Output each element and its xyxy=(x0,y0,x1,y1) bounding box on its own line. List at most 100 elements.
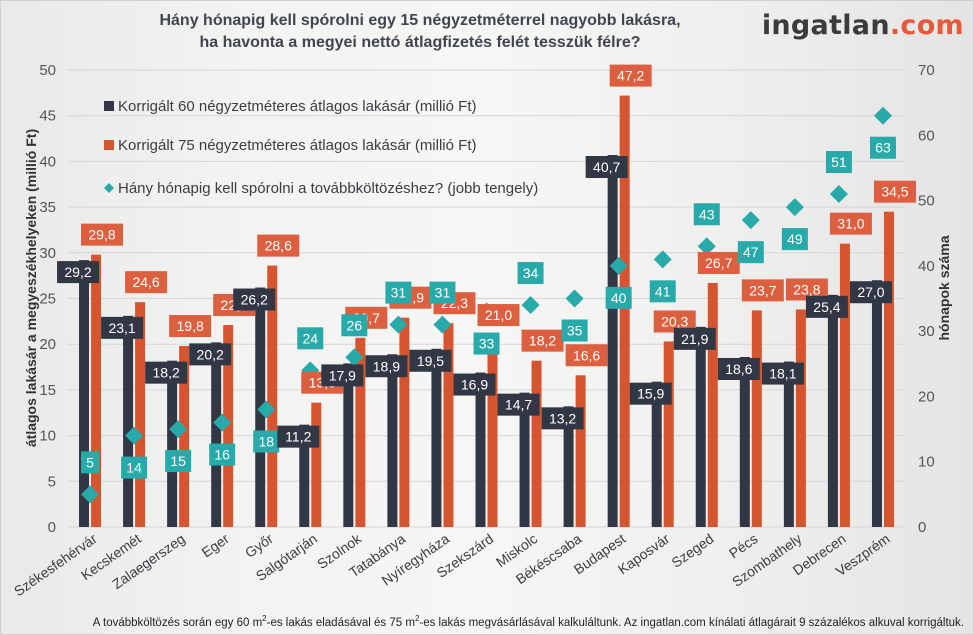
label-months-bg xyxy=(737,241,764,264)
label-60: 21,9 xyxy=(681,331,708,347)
label-months: 35 xyxy=(567,323,583,339)
month-diamond xyxy=(609,256,628,275)
label-months: 43 xyxy=(699,206,715,222)
left-axis: 0 5 10 15 20 25 30 35 40 45 50 xyxy=(39,62,56,536)
bar-60 xyxy=(299,424,310,527)
ingatlan-logo: ingatlan.com xyxy=(762,10,964,41)
data-labels: 29,229,8523,124,61418,219,81520,222,1162… xyxy=(57,64,916,479)
bar-60 xyxy=(871,280,882,527)
bar-60 xyxy=(387,354,398,527)
right-tick-label: 10 xyxy=(918,454,935,471)
label-months-bg xyxy=(297,327,324,350)
category-label: Győr xyxy=(242,530,276,561)
label-60-bg xyxy=(233,288,276,311)
label-60-bg xyxy=(629,382,672,405)
label-60-bg xyxy=(497,393,540,416)
bar-75 xyxy=(575,375,586,527)
label-months-bg xyxy=(869,136,896,159)
month-diamond xyxy=(257,400,276,419)
label-months-bg xyxy=(165,450,192,473)
left-tick-label: 50 xyxy=(39,62,56,79)
label-75: 29,8 xyxy=(88,227,115,243)
month-diamond xyxy=(169,420,188,439)
label-60: 25,4 xyxy=(813,299,840,315)
left-tick-label: 30 xyxy=(39,245,56,262)
legend: Korrigált 60 négyzetméteres átlagos laká… xyxy=(104,98,538,197)
label-months: 26 xyxy=(347,317,363,333)
bar-75 xyxy=(355,337,366,527)
bar-60 xyxy=(651,381,662,527)
bar-75 xyxy=(839,243,850,527)
label-60: 13,2 xyxy=(549,410,576,426)
bar-75 xyxy=(883,211,894,528)
label-60-bg xyxy=(805,295,848,318)
left-tick-label: 5 xyxy=(48,473,56,490)
legend-label-75: Korrigált 75 négyzetméteres átlagos laká… xyxy=(118,137,476,154)
label-75-bg xyxy=(609,64,652,87)
label-60: 27,0 xyxy=(857,284,884,300)
label-months-bg xyxy=(209,443,236,466)
bar-75 xyxy=(267,265,278,527)
month-diamond xyxy=(521,296,540,315)
category-label: Pécs xyxy=(726,530,761,561)
footnote: A továbbköltözés során egy 60 m2-es laká… xyxy=(0,614,964,629)
gridlines xyxy=(68,69,905,528)
bar-75 xyxy=(795,309,806,527)
bar-75 xyxy=(663,341,674,527)
label-months: 41 xyxy=(655,283,671,299)
left-axis-title: átlagos lakásár a megyeszékhelyeken (mil… xyxy=(23,129,39,447)
bar-60 xyxy=(783,361,794,527)
label-months-bg xyxy=(693,203,720,226)
legend-swatch-75 xyxy=(104,140,114,150)
label-months: 31 xyxy=(391,285,407,301)
bar-60 xyxy=(827,294,838,527)
footnote-part3: -es lakás megvásárlásával kalkuláltunk. … xyxy=(419,616,964,629)
month-diamond xyxy=(741,211,760,230)
label-75: 20,3 xyxy=(661,313,688,329)
label-60-bg xyxy=(849,281,892,304)
label-months-bg xyxy=(341,314,368,337)
bar-75 xyxy=(707,282,718,527)
label-months: 18 xyxy=(258,433,274,449)
bar-60 xyxy=(739,356,750,527)
left-tick-label: 40 xyxy=(39,153,56,170)
label-60: 18,6 xyxy=(725,361,752,377)
month-diamond xyxy=(389,315,408,334)
month-diamond xyxy=(81,485,100,504)
bar-75 xyxy=(399,317,410,527)
label-75: 23,8 xyxy=(793,281,820,297)
label-months-bg xyxy=(781,228,808,251)
label-60: 29,2 xyxy=(64,264,91,280)
bar-75 xyxy=(179,346,190,527)
label-75: 19,8 xyxy=(177,318,204,334)
label-75: 28,6 xyxy=(265,238,292,254)
left-tick-label: 0 xyxy=(48,519,56,536)
month-diamond xyxy=(785,198,804,217)
month-diamond xyxy=(345,348,364,367)
label-75-bg xyxy=(565,344,608,367)
month-diamond xyxy=(125,426,144,445)
label-60-bg xyxy=(365,355,408,378)
right-tick-label: 0 xyxy=(918,519,926,536)
label-60: 17,9 xyxy=(329,367,356,383)
label-60: 40,7 xyxy=(593,159,620,175)
chart-title-line2: ha havonta a megyei nettó átlagfizetés f… xyxy=(199,34,641,51)
chart-title: Hány hónapig kell spórolni egy 15 négyze… xyxy=(140,10,700,54)
label-months-bg xyxy=(517,262,544,285)
label-75: 18,2 xyxy=(529,333,556,349)
label-60-bg xyxy=(409,349,452,372)
bar-75 xyxy=(311,402,322,527)
label-months: 51 xyxy=(831,154,847,170)
label-75: 24,6 xyxy=(132,274,159,290)
footnote-part2: -es lakás eladásával és 75 m xyxy=(266,616,415,629)
right-tick-label: 40 xyxy=(918,258,935,275)
label-75: 16,6 xyxy=(573,347,600,363)
label-75: 21,0 xyxy=(485,307,512,323)
label-75-bg xyxy=(741,279,784,302)
label-60-bg xyxy=(717,357,760,380)
label-60: 23,1 xyxy=(108,320,135,336)
label-months: 15 xyxy=(170,453,186,469)
footnote-sup1: 2 xyxy=(262,614,267,623)
bar-75 xyxy=(487,335,498,527)
